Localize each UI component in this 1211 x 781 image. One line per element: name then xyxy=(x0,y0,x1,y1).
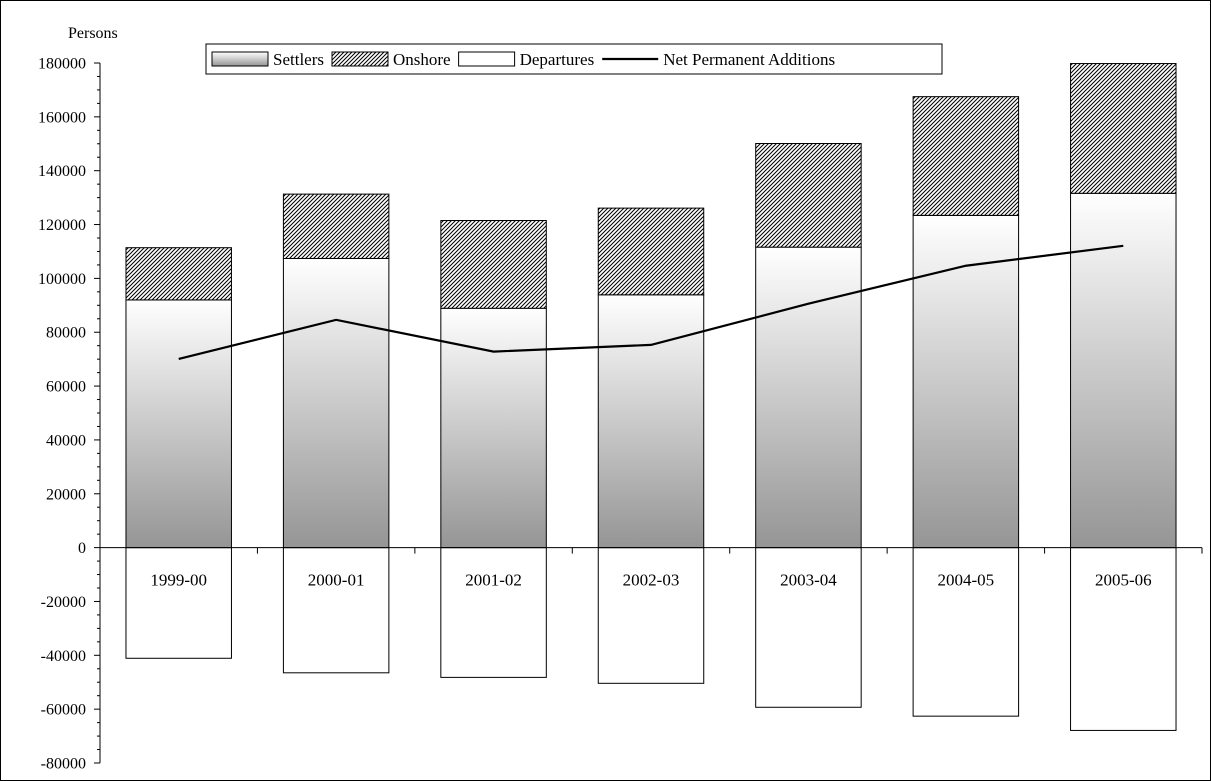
y-tick-label: -60000 xyxy=(41,702,86,719)
onshore-bar xyxy=(1070,63,1177,194)
y-tick-label: -80000 xyxy=(41,756,86,773)
legend-box xyxy=(205,43,943,75)
departures-bar xyxy=(440,547,547,678)
legend-swatch xyxy=(211,51,269,67)
departures-bar xyxy=(597,547,705,684)
settlers-bar xyxy=(1070,192,1177,549)
legend-label: Settlers xyxy=(273,50,324,69)
y-tick-label: -20000 xyxy=(41,594,86,611)
y-axis-unit-label: Persons xyxy=(68,25,118,42)
category-label: 2000-01 xyxy=(308,571,365,590)
y-tick-label: 20000 xyxy=(46,486,86,503)
y-tick-label: 40000 xyxy=(46,432,86,449)
y-tick-label: -40000 xyxy=(41,648,86,665)
y-tick-label: 60000 xyxy=(46,379,86,396)
onshore-bar xyxy=(755,143,862,248)
category-label: 2003-04 xyxy=(780,571,837,590)
y-tick-label: 100000 xyxy=(38,271,86,288)
onshore-bar xyxy=(282,193,390,259)
legend-label: Net Permanent Additions xyxy=(663,50,835,69)
onshore-bar xyxy=(912,96,1020,216)
settlers-bar xyxy=(282,257,390,549)
onshore-bar xyxy=(125,247,232,301)
departures-bar xyxy=(125,547,232,659)
onshore-bar xyxy=(597,207,705,296)
y-tick-label: 0 xyxy=(78,540,86,557)
y-tick-label: 80000 xyxy=(46,325,86,342)
y-tick-label: 160000 xyxy=(38,109,86,126)
settlers-bar xyxy=(912,214,1020,549)
settlers-bar xyxy=(125,299,232,549)
legend-swatch xyxy=(458,51,516,67)
legend-swatch xyxy=(331,51,389,67)
settlers-bar xyxy=(755,246,862,549)
legend-label: Onshore xyxy=(393,50,451,69)
departures-bar xyxy=(282,547,390,674)
axes-layer: 1999-00 2000-01 2001-02 2002-03 2003-04 2004-… xyxy=(38,56,1203,773)
category-label: 2002-03 xyxy=(623,571,680,590)
legend-label: Departures xyxy=(520,50,595,69)
onshore-bar xyxy=(440,220,547,309)
y-tick-label: 120000 xyxy=(38,217,86,234)
legend: Settlers Onshore Departures Net Permanent A… xyxy=(205,43,943,75)
y-tick-label: 180000 xyxy=(38,56,86,73)
bars-layer xyxy=(125,63,1177,731)
category-label: 2004-05 xyxy=(938,571,995,590)
category-label: 1999-00 xyxy=(150,571,207,590)
category-label: 2001-02 xyxy=(465,571,522,590)
y-tick-label: 140000 xyxy=(38,163,86,180)
category-label: 2005-06 xyxy=(1095,571,1152,590)
departures-bar xyxy=(1070,547,1177,731)
settlers-bar xyxy=(597,294,705,549)
line-layer xyxy=(178,244,1124,360)
departures-bar xyxy=(912,547,1020,717)
